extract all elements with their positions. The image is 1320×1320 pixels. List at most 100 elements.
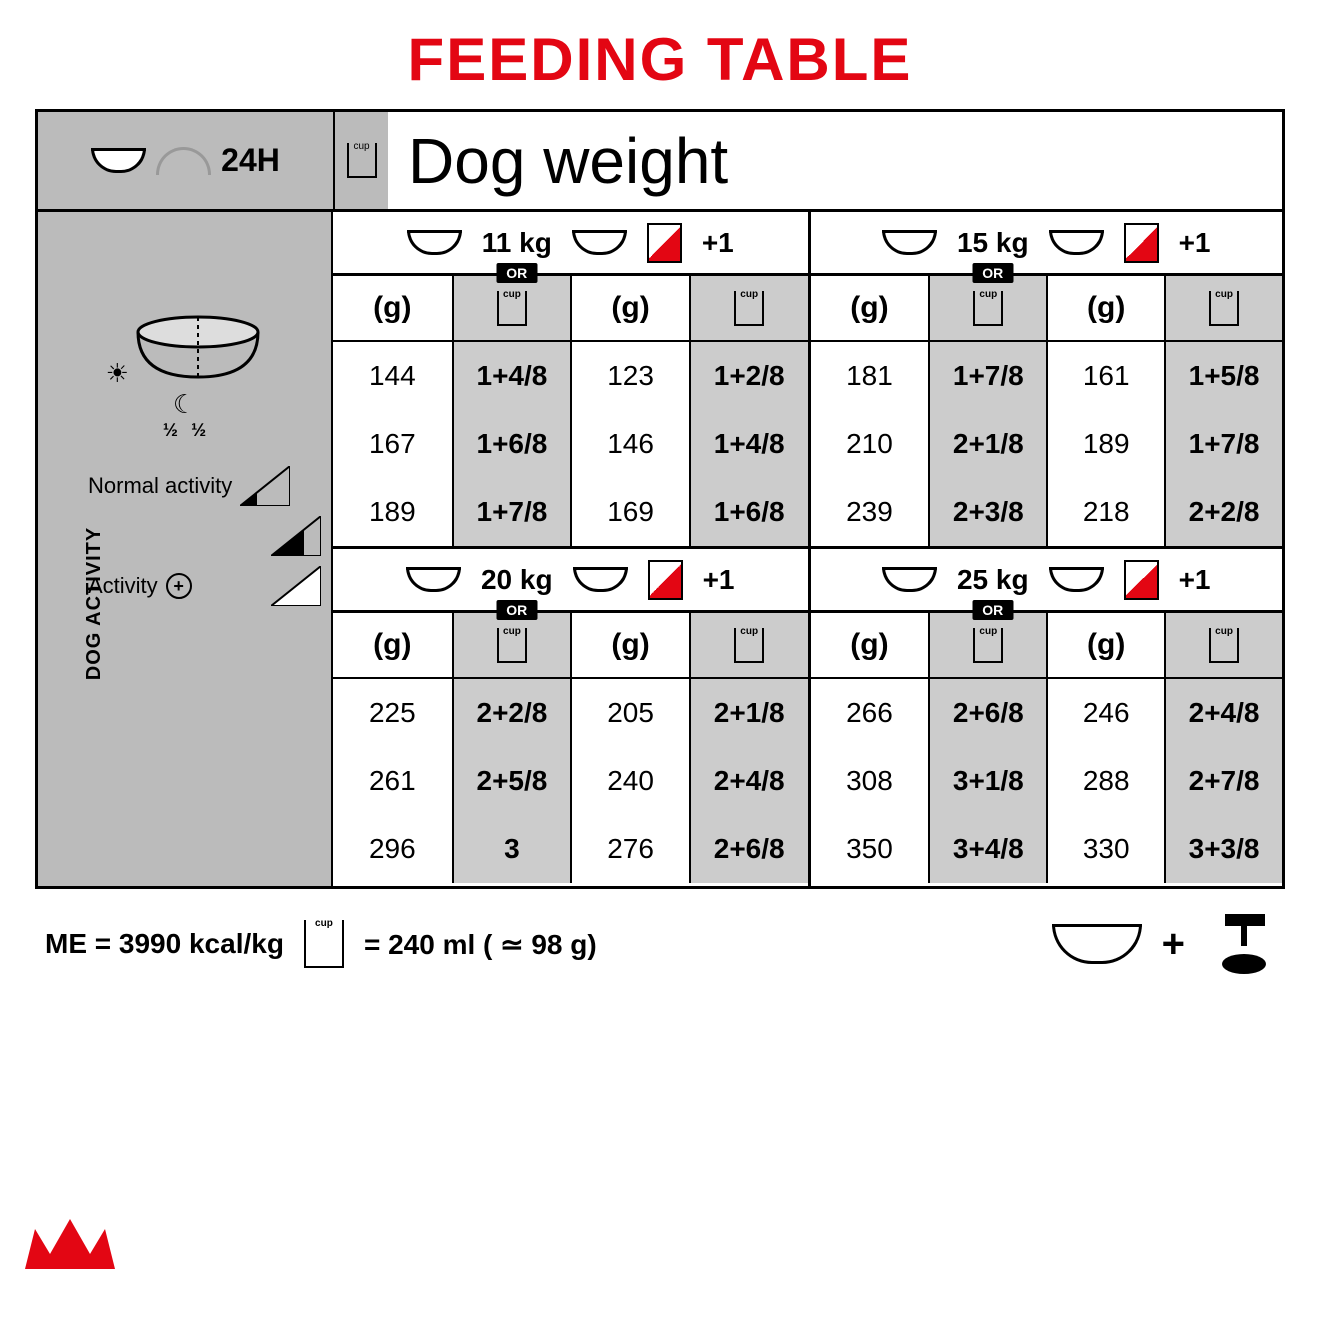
data-rows: 2662+6/82462+4/83083+1/82882+7/83503+4/8…	[811, 677, 1283, 883]
triangle-icon	[271, 566, 321, 606]
weight-block-header: 11 kgOR+1	[333, 212, 808, 276]
cups-header	[689, 276, 808, 340]
data-cell: 210	[811, 410, 929, 478]
cup-icon	[734, 628, 764, 663]
data-cell: 2+1/8	[689, 679, 808, 747]
data-cell: 189	[1046, 410, 1164, 478]
unit-header-row: (g)(g)	[333, 276, 808, 340]
data-cell: 240	[570, 747, 689, 815]
data-cell: 2+4/8	[1164, 679, 1282, 747]
weight-value: 11 kg	[482, 227, 552, 258]
triangle-icon	[240, 466, 290, 506]
cups-header	[452, 613, 571, 677]
or-badge: OR	[496, 263, 537, 283]
data-cell: 3+4/8	[928, 815, 1046, 883]
data-cell: 2+4/8	[689, 747, 808, 815]
data-cell: 330	[1046, 815, 1164, 883]
data-cell: 308	[811, 747, 929, 815]
data-cell: 218	[1046, 478, 1164, 546]
data-cell: 161	[1046, 342, 1164, 410]
pouch-icon	[1124, 223, 1159, 263]
data-cell: 1+6/8	[452, 410, 571, 478]
activity-label: Normal activity	[88, 473, 232, 499]
weight-value: 25 kg	[957, 564, 1029, 595]
data-cell: 2+5/8	[452, 747, 571, 815]
plus-one: +1	[702, 227, 734, 259]
data-cell: 276	[570, 815, 689, 883]
cup-icon	[347, 143, 377, 178]
grams-header: (g)	[333, 613, 452, 677]
data-cell: 288	[1046, 747, 1164, 815]
plus-icon: +	[166, 573, 192, 599]
data-cell: 1+6/8	[689, 478, 808, 546]
weight-block: 11 kgOR+1(g)(g)1441+4/81231+2/81671+6/81…	[333, 212, 808, 549]
weight-value: 15 kg	[957, 227, 1029, 258]
data-cell: 296	[333, 815, 452, 883]
data-cell: 2+2/8	[1164, 478, 1282, 546]
bowl-icon	[1049, 230, 1104, 255]
cup-icon	[973, 628, 1003, 663]
data-cell: 144	[333, 342, 452, 410]
grams-header: (g)	[570, 613, 689, 677]
data-cell: 1+7/8	[452, 478, 571, 546]
cup-column-header	[333, 112, 388, 209]
sidebar: ☀ ☾ ½ ½ DOG ACTIVITY Normal activity	[38, 212, 333, 886]
weight-block: 20 kgOR+1(g)(g)2252+2/82052+1/82612+5/82…	[333, 549, 808, 886]
cup-icon	[1209, 291, 1239, 326]
grams-header: (g)	[811, 276, 929, 340]
weight-block: 25 kgOR+1(g)(g)2662+6/82462+4/83083+1/82…	[808, 549, 1283, 886]
cups-header	[1164, 613, 1282, 677]
plus-one: +1	[1179, 227, 1211, 259]
data-cell: 123	[570, 342, 689, 410]
data-cell: 1+4/8	[689, 410, 808, 478]
unit-header-row: (g)(g)	[811, 276, 1283, 340]
bowl-icon	[406, 567, 461, 592]
bowl-icon	[407, 230, 462, 255]
pouch-icon	[1124, 560, 1159, 600]
activity-row-high: Activity +	[88, 561, 321, 611]
weight-block: 15 kgOR+1(g)(g)1811+7/81611+5/82102+1/81…	[808, 212, 1283, 549]
data-rows: 1441+4/81231+2/81671+6/81461+4/81891+7/8…	[333, 340, 808, 546]
data-cell: 1+5/8	[1164, 342, 1282, 410]
bowl-icon	[573, 567, 628, 592]
data-cell: 205	[570, 679, 689, 747]
data-cell: 3+3/8	[1164, 815, 1282, 883]
or-badge: OR	[972, 600, 1013, 620]
weight-value: 20 kg	[481, 564, 553, 595]
data-cell: 350	[811, 815, 929, 883]
bowl-icon	[1049, 567, 1104, 592]
grams-header: (g)	[1046, 613, 1164, 677]
data-cell: 2+6/8	[689, 815, 808, 883]
data-cell: 167	[333, 410, 452, 478]
cups-header	[689, 613, 808, 677]
data-cell: 1+2/8	[689, 342, 808, 410]
unit-header-row: (g)(g)	[811, 613, 1283, 677]
data-cell: 181	[811, 342, 929, 410]
data-cell: 2+1/8	[928, 410, 1046, 478]
cups-header	[452, 276, 571, 340]
data-cell: 169	[570, 478, 689, 546]
data-cell: 3	[452, 815, 571, 883]
data-cell: 1+7/8	[1164, 410, 1282, 478]
moon-icon: ☾	[173, 389, 196, 419]
activity-row-normal: Normal activity	[88, 461, 321, 511]
pouch-icon	[647, 223, 682, 263]
data-cell: 146	[570, 410, 689, 478]
data-cell: 225	[333, 679, 452, 747]
weight-block-header: 15 kgOR+1	[811, 212, 1283, 276]
data-cell: 3+1/8	[928, 747, 1046, 815]
bowl-icon	[1052, 924, 1142, 964]
data-cell: 246	[1046, 679, 1164, 747]
plus-one: +1	[703, 564, 735, 596]
half-left: ½	[163, 420, 178, 440]
me-value: ME = 3990 kcal/kg	[45, 928, 284, 960]
or-badge: OR	[972, 263, 1013, 283]
data-cell: 1+7/8	[928, 342, 1046, 410]
bowl-icon	[882, 567, 937, 592]
pouch-icon	[648, 560, 683, 600]
water-tap-icon	[1205, 909, 1275, 979]
cups-header	[1164, 276, 1282, 340]
data-rows: 1811+7/81611+5/82102+1/81891+7/82392+3/8…	[811, 340, 1283, 546]
weight-block-header: 20 kgOR+1	[333, 549, 808, 613]
header-left: 24H	[38, 112, 333, 209]
